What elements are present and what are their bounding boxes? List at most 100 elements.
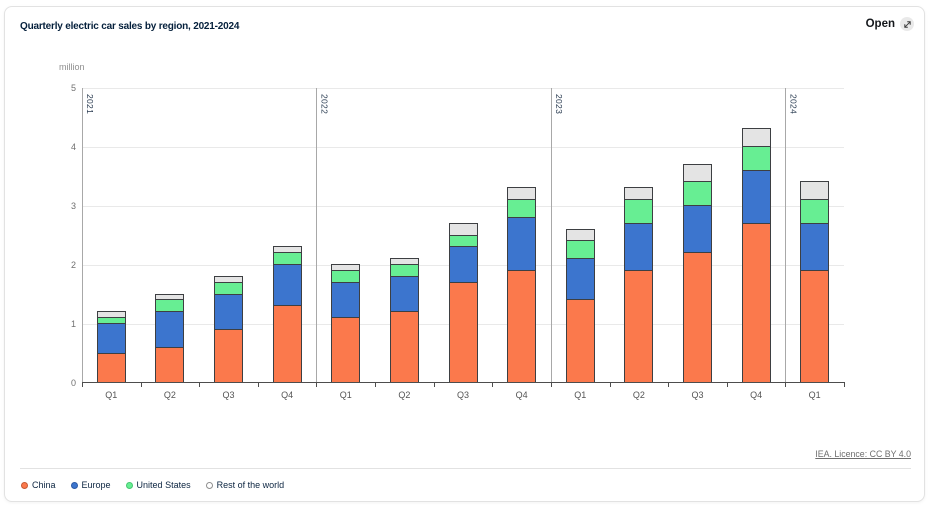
bar-segment-united-states-8[interactable] (565, 240, 595, 259)
bar-segment-rest-of-the-world-0[interactable] (96, 311, 126, 318)
bar-segment-rest-of-the-world-8[interactable] (565, 228, 595, 241)
bar-segment-united-states-3[interactable] (272, 252, 302, 264)
year-label-2022: 2022 (319, 94, 330, 115)
chart-card: Quarterly electric car sales by region, … (4, 6, 925, 502)
bar-segment-rest-of-the-world-3[interactable] (272, 246, 302, 253)
bar-segment-rest-of-the-world-6[interactable] (448, 222, 478, 235)
bar-segment-rest-of-the-world-10[interactable] (682, 163, 712, 182)
y-axis-label-2: 2 (70, 259, 76, 270)
x-axis-tick (609, 382, 611, 387)
bar-segment-europe-7[interactable] (507, 216, 537, 270)
y-axis-label-5: 5 (70, 82, 76, 93)
bar-segment-europe-5[interactable] (389, 275, 419, 312)
open-button[interactable]: Open (866, 17, 914, 31)
x-axis-label-9: Q2 (632, 390, 645, 400)
y-axis-label-3: 3 (70, 200, 76, 211)
expand-icon (900, 17, 914, 31)
x-axis-label-11: Q4 (750, 390, 763, 400)
bar-segment-united-states-2[interactable] (214, 281, 244, 294)
year-label-2023: 2023 (553, 94, 564, 115)
bar-segment-china-7[interactable] (507, 269, 537, 382)
bar-segment-china-10[interactable] (682, 252, 712, 382)
x-axis-tick (82, 382, 83, 387)
year-label-2021: 2021 (85, 94, 95, 115)
bar-segment-china-12[interactable] (800, 269, 830, 382)
bar-segment-europe-10[interactable] (682, 205, 712, 253)
bar-segment-united-states-1[interactable] (155, 299, 185, 312)
legend-marker-icon (125, 481, 133, 489)
y-axis-label-1: 1 (70, 318, 76, 329)
x-axis-label-12: Q1 (808, 390, 821, 400)
x-axis-tick (550, 382, 552, 387)
bar-segment-rest-of-the-world-1[interactable] (155, 293, 185, 300)
bar-segment-rest-of-the-world-5[interactable] (389, 258, 419, 264)
bar-segment-united-states-0[interactable] (96, 317, 126, 323)
license-link[interactable]: IEA. Licence: CC BY 4.0 (815, 449, 911, 459)
bar-segment-europe-6[interactable] (448, 246, 478, 282)
x-axis-label-1: Q2 (163, 390, 176, 400)
legend-item-europe[interactable]: Europe (70, 480, 111, 490)
gridline-y4 (82, 147, 844, 148)
bar-segment-united-states-12[interactable] (800, 199, 830, 223)
x-axis-tick (199, 382, 201, 387)
x-axis-label-2: Q3 (222, 390, 235, 400)
bar-segment-china-3[interactable] (272, 305, 302, 382)
x-axis-label-0: Q1 (105, 390, 118, 400)
bar-segment-europe-8[interactable] (565, 258, 595, 300)
bar-segment-europe-12[interactable] (800, 222, 830, 270)
bar-segment-china-9[interactable] (624, 269, 654, 382)
bar-segment-europe-4[interactable] (331, 281, 361, 318)
legend-item-united-states[interactable]: United States (125, 480, 191, 490)
bar-segment-china-11[interactable] (741, 222, 771, 382)
bar-segment-china-4[interactable] (331, 317, 361, 382)
legend-marker-icon (205, 481, 213, 489)
legend-item-rest-of-the-world[interactable]: Rest of the world (205, 480, 285, 490)
bar-segment-china-8[interactable] (565, 299, 595, 382)
bar-segment-rest-of-the-world-4[interactable] (331, 264, 361, 270)
bar-segment-europe-3[interactable] (272, 264, 302, 306)
legend-item-china[interactable]: China (21, 480, 56, 490)
year-separator-2023 (550, 88, 552, 382)
bar-segment-china-2[interactable] (214, 328, 244, 382)
legend-item-label: Europe (81, 480, 111, 490)
legend-marker-icon (70, 481, 78, 489)
bar-segment-united-states-7[interactable] (507, 199, 537, 217)
bar-segment-europe-11[interactable] (741, 169, 771, 223)
x-axis-label-4: Q1 (339, 390, 352, 400)
bar-segment-united-states-11[interactable] (741, 146, 771, 170)
x-axis-tick (668, 382, 670, 387)
legend-divider (20, 468, 911, 469)
bar-segment-china-6[interactable] (448, 281, 478, 382)
bar-segment-rest-of-the-world-2[interactable] (214, 275, 244, 282)
x-axis-label-7: Q4 (515, 390, 528, 400)
x-axis-tick (726, 382, 728, 387)
bar-segment-china-1[interactable] (155, 346, 185, 382)
bar-segment-united-states-6[interactable] (448, 234, 478, 247)
bar-segment-europe-0[interactable] (96, 323, 126, 353)
bar-segment-rest-of-the-world-7[interactable] (507, 187, 537, 200)
bar-segment-rest-of-the-world-9[interactable] (624, 187, 654, 200)
year-separator-2022 (316, 88, 318, 382)
bar-segment-china-5[interactable] (389, 311, 419, 382)
x-axis-label-8: Q1 (574, 390, 587, 400)
bar-segment-europe-2[interactable] (214, 293, 244, 329)
bar-segment-united-states-5[interactable] (389, 264, 419, 276)
legend-item-label: Rest of the world (216, 480, 285, 490)
legend: China Europe United States Rest of the worl… (21, 480, 284, 490)
gridline-y3 (82, 206, 844, 207)
bar-segment-china-0[interactable] (96, 352, 126, 382)
legend-item-label: China (32, 480, 56, 490)
bar-segment-rest-of-the-world-12[interactable] (800, 181, 830, 200)
bar-segment-europe-1[interactable] (155, 311, 185, 347)
bar-segment-europe-9[interactable] (624, 222, 654, 270)
bar-segment-united-states-4[interactable] (331, 269, 361, 282)
x-axis-tick (375, 382, 377, 387)
bar-segment-united-states-9[interactable] (624, 199, 654, 223)
x-axis-tick (140, 382, 142, 387)
year-separator-2024 (785, 88, 787, 382)
year-label-2024: 2024 (788, 94, 799, 115)
legend-marker-icon (21, 481, 28, 489)
x-axis-label-3: Q4 (281, 390, 294, 400)
bar-segment-rest-of-the-world-11[interactable] (741, 128, 771, 146)
bar-segment-united-states-10[interactable] (682, 181, 712, 205)
